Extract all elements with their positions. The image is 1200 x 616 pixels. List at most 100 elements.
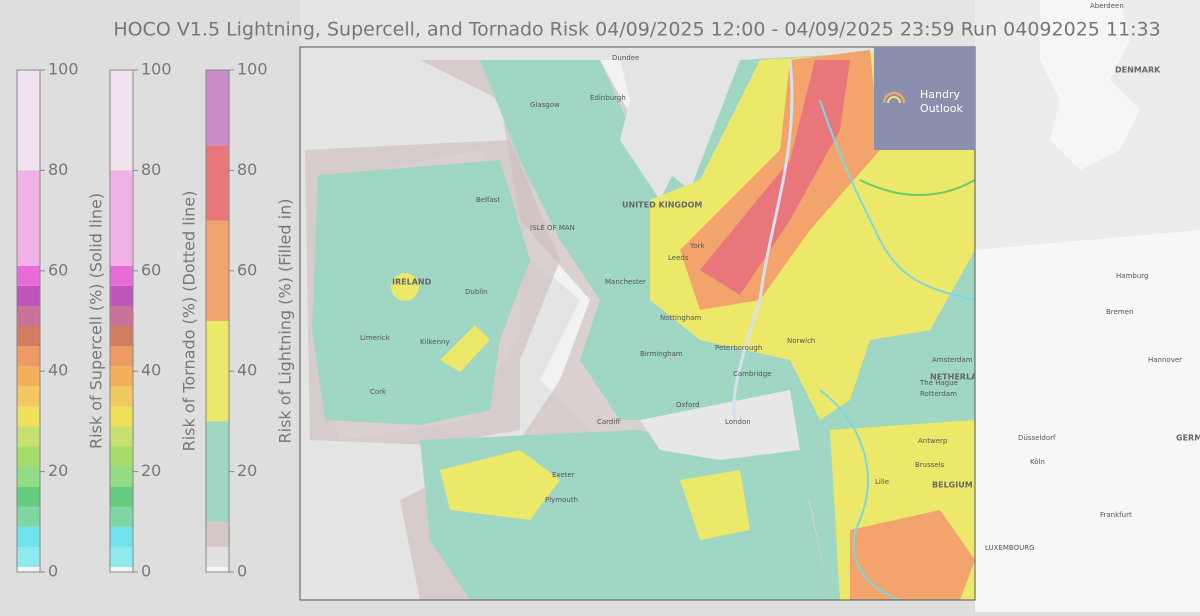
place: Hamburg <box>1116 272 1148 280</box>
logo-text: Outlook <box>920 102 963 115</box>
colorbar-segment <box>17 506 40 527</box>
place: DENMARK <box>1115 66 1161 75</box>
colorbars: 0 20 40 60 80 100 Risk of Supercell (%) (Solid… <box>16 60 295 581</box>
colorbar-segment <box>110 285 133 306</box>
tick-label: 0 <box>48 562 58 581</box>
colorbar-segment <box>110 546 133 567</box>
colorbar-segment <box>17 386 40 407</box>
tick-label: 100 <box>141 60 172 79</box>
colorbar-segment <box>110 170 133 266</box>
tick-label: 100 <box>237 60 268 79</box>
place: Limerick <box>360 334 391 342</box>
place: BELGIUM <box>932 481 973 490</box>
tick-label: 40 <box>48 361 68 380</box>
place: Edinburgh <box>590 94 626 102</box>
colorbar-segment <box>110 486 133 507</box>
place: York <box>689 242 706 250</box>
colorbar-segment <box>17 305 40 327</box>
colorbar-segment <box>17 546 40 567</box>
colorbar-segment <box>110 446 133 467</box>
colorbar-segment <box>110 466 133 487</box>
place: Norwich <box>787 337 815 345</box>
tick-label: 100 <box>48 60 79 79</box>
tick-label: 20 <box>237 461 257 480</box>
colorbar-segment <box>206 220 229 321</box>
colorbar-frame <box>109 69 134 573</box>
place: UNITED KINGDOM <box>622 201 702 210</box>
place: Cambridge <box>733 370 771 378</box>
place: Belfast <box>476 196 500 204</box>
map-frame <box>299 46 976 601</box>
tick-label: 20 <box>48 461 68 480</box>
tick-label: 60 <box>141 260 161 279</box>
colorbar-segment <box>206 321 229 422</box>
tick-label: 80 <box>237 160 257 179</box>
place: Bremen <box>1106 308 1133 316</box>
colorbar-segment <box>206 546 229 567</box>
colorbar-segment <box>110 265 133 286</box>
tick-label: 60 <box>237 260 257 279</box>
place: Antwerp <box>918 437 948 445</box>
colorbar-segment <box>17 285 40 306</box>
colorbar-segment <box>110 506 133 527</box>
place: Cork <box>370 388 387 396</box>
colorbar-segment <box>110 406 133 427</box>
place: Oxford <box>676 401 700 409</box>
tick-label: 20 <box>141 461 161 480</box>
colorbar-segment <box>206 421 229 522</box>
place: Lille <box>875 478 889 486</box>
colorbar-segment <box>17 265 40 286</box>
colorbar-segment <box>206 566 229 572</box>
place: London <box>725 418 751 426</box>
tick-label: 60 <box>48 260 68 279</box>
place: LUXEMBOURG <box>985 544 1035 552</box>
tick-label: 80 <box>48 160 68 179</box>
place: IRELAND <box>392 278 432 287</box>
logo: Handry Outlook <box>874 47 975 150</box>
colorbar-segment <box>17 566 40 572</box>
place: Amsterdam <box>932 356 973 364</box>
colorbar-segment <box>110 526 133 547</box>
place: Köln <box>1030 458 1045 466</box>
colorbar-segment <box>110 426 133 447</box>
place: Birmingham <box>640 350 683 358</box>
map-panel: IRELAND UNITED KINGDOM ISLE OF MAN BELGI… <box>300 47 997 600</box>
place: Leeds <box>668 254 689 262</box>
tick-label: 80 <box>141 160 161 179</box>
colorbar-segment <box>17 486 40 507</box>
place: ISLE OF MAN <box>530 224 575 232</box>
colorbar-segment <box>17 366 40 387</box>
tick-label: 0 <box>237 562 247 581</box>
colorbar-segment <box>17 326 40 347</box>
place: Glasgow <box>530 101 560 109</box>
place: Frankfurt <box>1100 511 1132 519</box>
colorbar-segment <box>110 326 133 347</box>
colorbar-segment <box>110 305 133 327</box>
place: Nottingham <box>660 314 702 322</box>
title: HOCO V1.5 Lightning, Supercell, and Torn… <box>113 19 1160 41</box>
colorbar-segment <box>17 70 40 171</box>
colorbar-label: Risk of Tornado (%) (Dotted line) <box>180 191 199 452</box>
place: Rotterdam <box>920 390 957 398</box>
colorbar-label: Risk of Lightning (%) (Filled in) <box>276 199 295 444</box>
colorbar-segment <box>17 170 40 266</box>
place: Düsseldorf <box>1018 434 1056 442</box>
colorbar-segment <box>206 70 229 146</box>
place: NETHERLANDS <box>930 373 997 382</box>
tick-label: 0 <box>141 562 151 581</box>
colorbar-segment <box>206 145 229 221</box>
place: Hannover <box>1148 356 1182 364</box>
colorbar-segment <box>17 346 40 367</box>
place: Aberdeen <box>1090 2 1124 10</box>
colorbar-frame <box>205 69 230 573</box>
place: Dundee <box>612 54 639 62</box>
colorbar-segment <box>17 406 40 427</box>
colorbar-segment <box>206 521 229 547</box>
tick-label: 40 <box>141 361 161 380</box>
tick-label: 40 <box>237 361 257 380</box>
place: Brussels <box>915 461 945 469</box>
colorbar-segment <box>110 386 133 407</box>
place: Cardiff <box>597 418 620 426</box>
place: GERMANY <box>1176 434 1200 443</box>
